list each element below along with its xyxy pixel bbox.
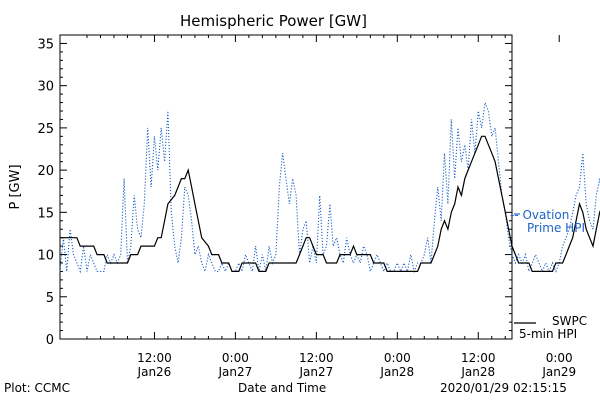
legend-marks bbox=[514, 213, 536, 324]
x-tick-time-label: 12:00 bbox=[137, 351, 172, 365]
y-tick-label: 0 bbox=[46, 333, 54, 348]
x-tick-time-label: 0:00 bbox=[384, 351, 411, 365]
legend-swpc-line2: 5-min HPI bbox=[519, 327, 578, 341]
x-tick-date-label: Jan27 bbox=[218, 365, 253, 379]
x-tick-date-label: Jan29 bbox=[541, 365, 576, 379]
x-tick-time-label: 12:00 bbox=[299, 351, 334, 365]
x-tick-time-label: 12:00 bbox=[461, 351, 496, 365]
swpc-series bbox=[60, 135, 600, 272]
x-axis-label: Date and Time bbox=[238, 381, 327, 395]
y-axis-label: P [GW] bbox=[8, 164, 23, 209]
x-tick-date-label: Jan26 bbox=[137, 365, 172, 379]
x-tick-date-label: Jan28 bbox=[379, 365, 414, 379]
x-tick-date-label: Jan28 bbox=[460, 365, 495, 379]
x-tick-time-label: 0:00 bbox=[546, 351, 573, 365]
legend-ovation-line2: Prime HPI bbox=[527, 221, 585, 235]
legend-swpc-line1: SWPC bbox=[552, 314, 588, 328]
footer-plot-credit: Plot: CCMC bbox=[4, 381, 70, 395]
footer-timestamp: 2020/01/29 02:15:15 bbox=[440, 381, 567, 395]
x-tick-time-label: 0:00 bbox=[222, 351, 249, 365]
x-tick-date-label: Jan27 bbox=[298, 365, 333, 379]
y-tick-label: 30 bbox=[37, 80, 54, 95]
plot-frame bbox=[59, 34, 513, 340]
ovation-series bbox=[59, 100, 600, 274]
y-tick-label: 10 bbox=[37, 249, 54, 264]
y-tick-label: 35 bbox=[37, 37, 54, 52]
y-tick-label: 15 bbox=[37, 206, 54, 221]
swpc-line bbox=[60, 135, 600, 272]
y-tick-label: 20 bbox=[37, 164, 54, 179]
y-tick-label: 5 bbox=[46, 291, 54, 306]
chart-title: Hemispheric Power [GW] bbox=[180, 12, 367, 30]
ovation-line bbox=[59, 100, 600, 274]
y-tick-label: 25 bbox=[37, 122, 54, 137]
legend-ovation-line1: -- Ovation bbox=[510, 208, 570, 222]
